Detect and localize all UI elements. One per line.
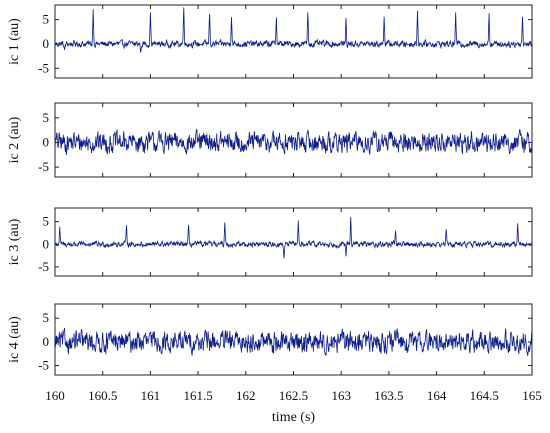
signal-trace-ic4 <box>54 327 533 357</box>
x-tick-label: 162.5 <box>279 388 308 403</box>
y-tick-label: 0 <box>43 134 50 149</box>
y-tick-label: -5 <box>38 60 49 75</box>
y-tick-label: 5 <box>43 214 50 229</box>
x-tick-label: 164.5 <box>470 388 499 403</box>
y-tick-label: -5 <box>38 259 49 274</box>
x-tick-label: 160.5 <box>88 388 117 403</box>
x-tick-label: 161.5 <box>183 388 212 403</box>
signal-trace-ic1 <box>54 7 533 53</box>
y-axis-title-ic3: ic 3 (au) <box>7 218 22 265</box>
y-tick-label: 5 <box>43 12 50 27</box>
x-tick-label: 161 <box>141 388 161 403</box>
panel-frame-ic1 <box>54 4 533 79</box>
signal-trace-ic3 <box>54 216 533 259</box>
x-axis-title: time (s) <box>272 410 315 425</box>
y-axis-title-ic2: ic 2 (au) <box>7 116 22 163</box>
x-tick-label: 160 <box>45 388 65 403</box>
signal-trace-ic2 <box>54 128 533 156</box>
y-tick-label: 0 <box>43 36 50 51</box>
x-tick-label: 165 <box>522 388 542 403</box>
x-tick-label: 164 <box>427 388 447 403</box>
y-axis-title-ic1: ic 1 (au) <box>7 18 22 65</box>
x-tick-label: 162 <box>236 388 256 403</box>
x-tick-label: 163.5 <box>374 388 403 403</box>
y-tick-label: -5 <box>38 159 49 174</box>
y-tick-label: 5 <box>43 310 50 325</box>
y-tick-label: 0 <box>43 236 50 251</box>
y-tick-label: 5 <box>43 110 50 125</box>
x-tick-label: 163 <box>331 388 351 403</box>
y-tick-label: -5 <box>38 358 49 373</box>
y-tick-label: 0 <box>43 334 50 349</box>
y-axis-title-ic4: ic 4 (au) <box>7 316 22 363</box>
